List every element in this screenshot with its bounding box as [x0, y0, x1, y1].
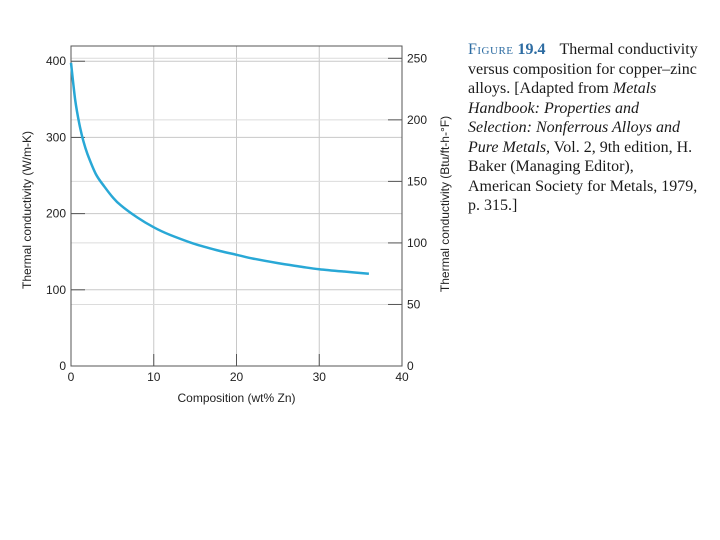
- caption-text-b: Vol. 2, 9th edition, H. Baker (Managing …: [468, 138, 698, 215]
- caption-text-a: Thermal conductivity versus composition …: [468, 41, 698, 97]
- gridlines: [71, 46, 402, 366]
- x-tick-label: 40: [395, 370, 409, 384]
- y2-tick-label: 100: [407, 236, 427, 250]
- y2-tick-label: 250: [407, 51, 427, 65]
- y-tick-label: 0: [59, 359, 66, 373]
- figure-number: 19.4: [517, 41, 546, 58]
- x-tick-label: 10: [147, 370, 161, 384]
- x-tick-label: 20: [230, 370, 244, 384]
- axis-ticks: [70, 57, 403, 367]
- x-axis-label: Composition (wt% Zn): [177, 391, 295, 405]
- figure-caption: Figure 19.4 Thermal conductivity versus c…: [468, 40, 698, 216]
- y-tick-label: 300: [46, 130, 66, 144]
- conductivity-curve: [69, 62, 370, 276]
- x-tick-label: 30: [313, 370, 327, 384]
- y-axis-label: Thermal conductivity (W/m-K): [20, 131, 34, 289]
- y2-axis-label: Thermal conductivity (Btu/ft-h-°F): [438, 116, 452, 292]
- y2-tick-label: 200: [407, 113, 427, 127]
- y-tick-label: 400: [46, 54, 66, 68]
- caption-italic-source: Metals Handbook: Properties and Selectio…: [468, 80, 680, 156]
- y2-tick-label: 50: [407, 297, 421, 311]
- y-tick-label: 200: [46, 207, 66, 221]
- x-tick-label: 0: [68, 370, 75, 384]
- y2-tick-label: 0: [407, 359, 414, 373]
- figure-word: Figure: [468, 41, 514, 58]
- y2-tick-label: 150: [407, 174, 427, 188]
- y-tick-label: 100: [46, 283, 66, 297]
